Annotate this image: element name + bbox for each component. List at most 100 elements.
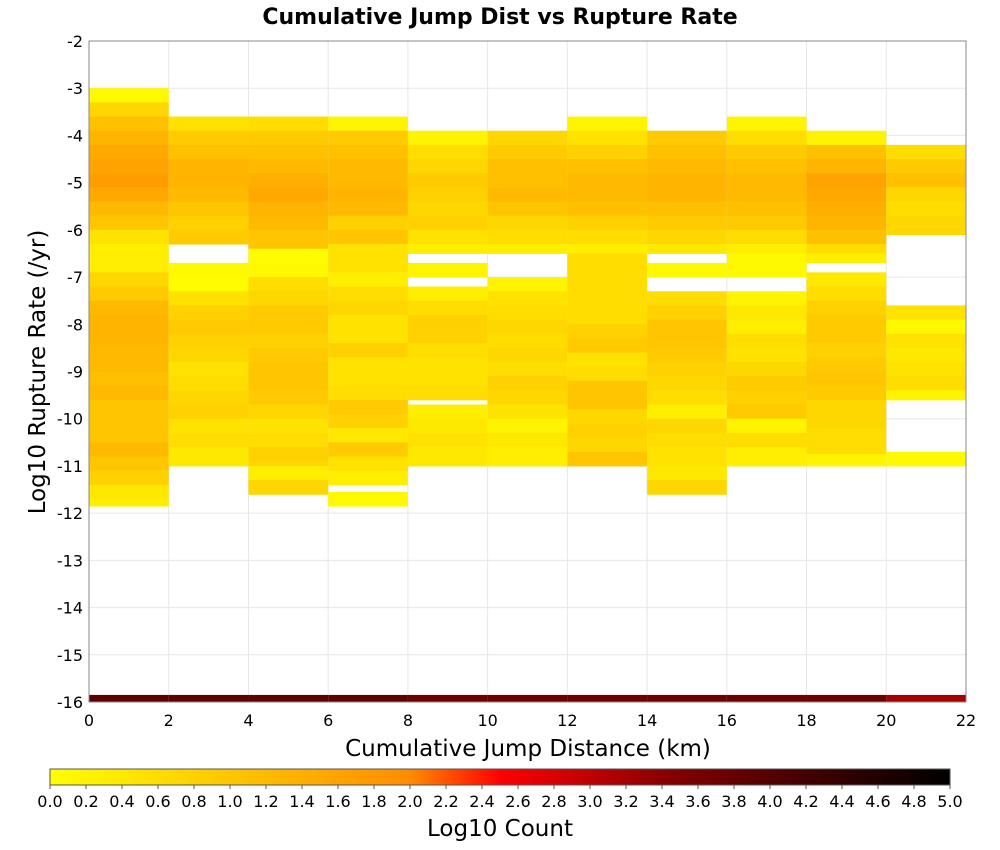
heatmap-cell [168,362,249,377]
heatmap-cell [647,144,727,160]
x-tick-label: 16 [717,711,737,730]
heatmap-cell [487,215,568,231]
heatmap-cell [89,102,169,118]
heatmap-cell [89,88,169,103]
heatmap-cell [248,362,329,377]
heatmap-cell [487,244,568,254]
heatmap-cell [806,244,887,254]
heatmap-cell [726,305,807,321]
heatmap-cell [168,144,249,160]
y-tick-label: -8 [67,315,83,334]
colorbar-tick-label: 2.2 [433,792,458,811]
heatmap-cell [806,399,887,415]
heatmap-cell [886,376,966,391]
heatmap-cell [248,215,329,231]
heatmap-cell [647,244,727,254]
heatmap-cell [328,201,408,217]
colorbar-tick-label: 2.0 [397,792,422,811]
heatmap-cell [647,201,727,217]
heatmap-cell [248,347,329,363]
heatmap-cell [726,418,807,434]
heatmap-cell [328,187,408,203]
heatmap-cell [89,272,169,288]
heatmap-cell [168,201,249,217]
heatmap-cell [248,277,329,292]
heatmap-cell [168,447,249,467]
y-axis-label: Log10 Rupture Rate (/yr) [25,230,51,515]
heatmap-cell [726,144,807,160]
heatmap-cell [726,694,807,702]
heatmap-cell [886,319,966,335]
heatmap-cell [248,248,329,264]
heatmap-cell [248,187,329,203]
colorbar-tick-label: 1.8 [361,792,386,811]
heatmap-cell [248,116,329,132]
heatmap-cell [487,229,568,245]
heatmap-cell [328,442,408,457]
heatmap-cell [89,413,169,429]
heatmap-cell [168,305,249,321]
heatmap-cell [726,215,807,231]
heatmap-cell [806,357,887,372]
heatmap-cell [168,390,249,406]
y-tick-label: -12 [57,504,83,523]
colorbar-tick-label: 4.0 [757,792,782,811]
heatmap-cell [487,277,568,292]
heatmap-cell [806,694,887,702]
heatmap-cell [806,253,887,264]
heatmap-cell [567,187,648,203]
heatmap-cell [328,130,408,146]
heatmap-cell [328,694,408,702]
colorbar-tick-label: 0.2 [73,792,98,811]
heatmap-cell [248,465,329,481]
heatmap-cell [806,343,887,358]
heatmap-cell [567,310,648,325]
heatmap-cell [567,395,648,410]
heatmap-cell [328,244,408,259]
heatmap-cell [647,694,727,702]
heatmap-cell [806,173,887,188]
heatmap-cell [886,451,966,467]
colorbar-tick-label: 3.0 [577,792,602,811]
colorbar-tick-label: 1.6 [325,792,350,811]
colorbar-tick-label: 1.2 [253,792,278,811]
heatmap-cell [567,451,648,467]
heatmap-cell [248,319,329,335]
heatmap-cell [487,187,568,203]
heatmap-cell [89,329,169,344]
heatmap-cell [89,173,169,188]
heatmap-cell [647,173,727,188]
heatmap-cell [407,173,488,188]
heatmap-cell [726,447,807,467]
heatmap-cell [487,333,568,349]
heatmap-cell [407,371,488,387]
heatmap-cell [248,432,329,448]
heatmap-cell [487,432,568,448]
heatmap-cell [487,319,568,335]
colorbar-tick-label: 4.6 [865,792,890,811]
heatmap-cell [168,404,249,420]
heatmap-cell [647,187,727,203]
colorbar-tick-label: 2.8 [541,792,566,811]
heatmap-cell [886,347,966,363]
heatmap-cell [726,347,807,363]
heatmap-cell [567,159,648,174]
heatmap-cell [647,418,727,434]
heatmap-cell [407,694,488,702]
colorbar [49,768,951,786]
heatmap-cell [806,229,887,245]
heatmap-cell [407,418,488,434]
heatmap-cell [328,258,408,273]
heatmap-cell [886,173,966,188]
heatmap-cell [248,418,329,434]
heatmap-cell [487,144,568,160]
heatmap-cell [407,329,488,344]
heatmap-cell [407,300,488,316]
heatmap-cell [567,324,648,339]
heatmap-cell [647,333,727,349]
x-tick-label: 2 [164,711,174,730]
heatmap-cell [487,390,568,406]
y-tick-label: -7 [67,268,83,287]
colorbar-ticks: 0.0 0.2 0.4 0.6 0.8 1.0 1.2 1.4 1.6 1.8 2.0 2.2 2.4 2… [37,785,963,811]
y-tick-label: -9 [67,363,83,382]
